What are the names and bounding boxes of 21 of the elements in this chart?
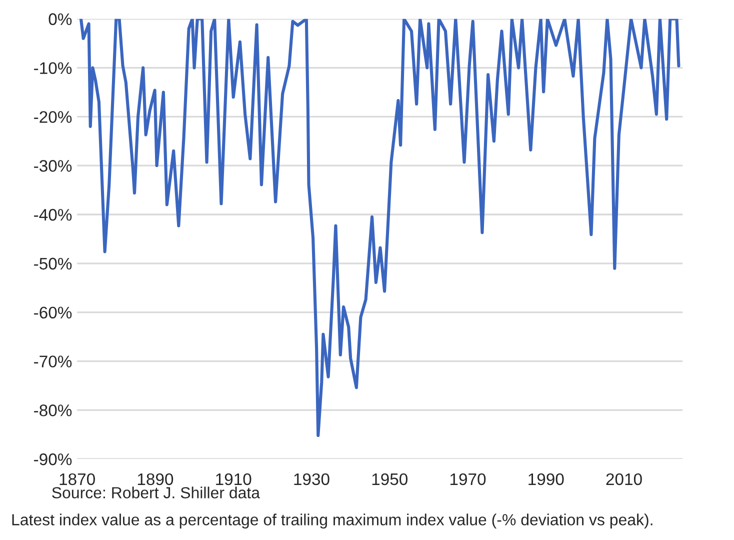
y-tick-label: -10% bbox=[34, 62, 72, 74]
y-tick-label: -80% bbox=[34, 404, 72, 416]
x-tick-label: 1910 bbox=[216, 473, 252, 486]
y-tick-label: -60% bbox=[34, 306, 72, 319]
source-note: Source: Robert J. Shiller data bbox=[52, 486, 260, 498]
y-tick-label: -50% bbox=[34, 258, 72, 270]
x-tick-label: 1950 bbox=[372, 473, 408, 486]
x-tick-label: 1970 bbox=[450, 473, 486, 486]
y-tick-label: -90% bbox=[34, 453, 72, 466]
text: Latest index value as a percentage of trailing maximum index value (-% deviation vs peak). bbox=[12, 514, 652, 529]
y-tick-label: -20% bbox=[34, 111, 72, 123]
x-tick-label: 1890 bbox=[138, 473, 174, 486]
y-tick-label: -40% bbox=[34, 208, 72, 221]
line-series bbox=[79, 18, 680, 438]
x-tick-label: 1870 bbox=[60, 473, 95, 486]
y-tick-label: -70% bbox=[34, 356, 72, 368]
x-tick-label: 1990 bbox=[528, 473, 564, 486]
y-tick-label: 0% bbox=[48, 13, 72, 26]
x-tick-label: 2010 bbox=[606, 473, 642, 486]
y-tick-label: -30% bbox=[34, 160, 72, 172]
x-tick-label: 1930 bbox=[294, 473, 330, 486]
